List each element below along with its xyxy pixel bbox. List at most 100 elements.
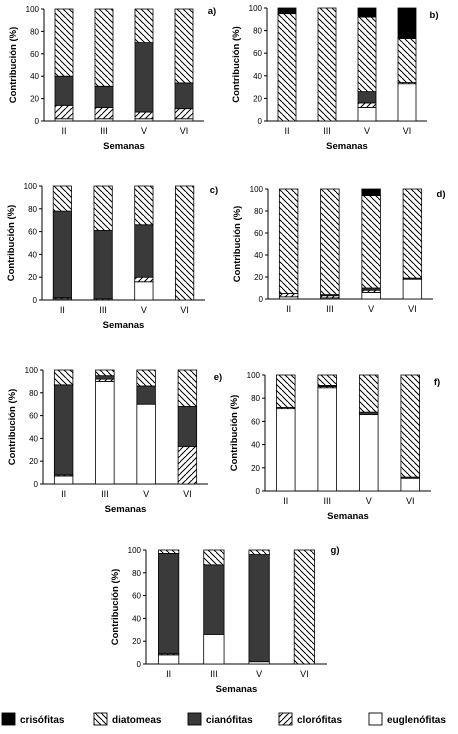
bar-segment-cianofitas (95, 375, 115, 380)
x-axis-title: Semanas (216, 684, 258, 695)
y-tick-label: 80 (251, 394, 260, 403)
x-category-label: VI (406, 496, 415, 506)
x-axis-title: Semanas (105, 504, 147, 515)
y-tick-label: 100 (128, 546, 142, 555)
y-tick-label: 0 (33, 296, 38, 305)
y-tick-label: 80 (132, 569, 141, 578)
bar-segment-cianofitas (134, 224, 154, 278)
y-tick-label: 80 (30, 27, 39, 36)
bar-segment-clorofitas (174, 108, 194, 120)
y-tick-label: 80 (253, 27, 262, 36)
y-tick-label: 20 (251, 464, 260, 473)
panel-label: d) (437, 189, 446, 200)
legend-swatch-cianofitas (187, 712, 202, 726)
x-category-label: II (166, 669, 171, 679)
bar-segment-diatomeas (53, 369, 74, 386)
panel-label: a) (208, 6, 216, 17)
x-axis-title: Semanas (327, 511, 369, 522)
x-category-label: VI (180, 126, 189, 136)
x-category-label: II (61, 489, 66, 499)
bar-segment-euglenofitas (203, 633, 225, 665)
y-tick-label: 40 (28, 250, 37, 259)
bar-segment-diatomeas (174, 8, 194, 84)
y-tick-label: 0 (34, 480, 39, 489)
bar-segment-diatomeas (357, 16, 377, 93)
legend-label: diatomeas (112, 715, 162, 726)
x-category-label: III (323, 496, 331, 506)
bar-segment-clorofitas (177, 445, 198, 485)
bar-segment-euglenofitas (276, 408, 296, 492)
y-tick-label: 60 (254, 229, 263, 238)
bar-segment-euglenofitas (95, 380, 115, 485)
bar-segment-crisofitas (397, 7, 417, 39)
bar-segment-cianofitas (93, 230, 113, 300)
y-tick-label: 100 (247, 371, 261, 380)
legend-swatch-clorofitas (278, 712, 293, 726)
y-tick-label: 40 (251, 441, 260, 450)
bar-segment-cianofitas (248, 554, 270, 663)
bar-segment-diatomeas (203, 549, 225, 566)
x-category-label: VI (180, 305, 189, 315)
panel-label: e) (214, 372, 222, 383)
bar-segment-cianofitas (357, 91, 377, 104)
y-tick-label: 0 (137, 660, 142, 669)
bar-segment-diatomeas (158, 549, 180, 554)
y-tick-label: 100 (25, 366, 39, 375)
bar-segment-cianofitas (134, 42, 154, 113)
bar-segment-diatomeas (54, 8, 74, 77)
bar-segment-euglenofitas (400, 477, 420, 492)
y-tick-label: 60 (253, 49, 262, 58)
bar-segment-diatomeas (134, 8, 154, 43)
y-tick-label: 60 (132, 592, 141, 601)
bar-segment-euglenofitas (402, 278, 423, 300)
y-tick-label: 0 (259, 295, 264, 304)
y-tick-label: 0 (258, 117, 263, 126)
legend-swatch-crisofitas (1, 712, 16, 726)
x-category-label: III (101, 489, 109, 499)
y-tick-label: 80 (254, 207, 263, 216)
bar-segment-diatomeas (277, 13, 297, 122)
bar-segment-diatomeas (278, 188, 299, 294)
legend-swatch-diatomeas (93, 712, 108, 726)
y-axis-title: Contribución (%) (110, 569, 121, 646)
x-axis-title: Semanas (103, 320, 145, 331)
x-category-label: V (141, 305, 147, 315)
legend-swatch-euglenofitas (368, 712, 383, 726)
legend: crisófitas diatomeas cianófitas clorófitas e… (1, 712, 446, 726)
x-category-label: II (283, 496, 288, 506)
y-tick-label: 100 (26, 5, 40, 14)
y-tick-label: 0 (35, 117, 40, 126)
y-tick-label: 20 (253, 94, 262, 103)
panel-label: c) (210, 185, 218, 196)
y-tick-label: 0 (256, 487, 261, 496)
x-axis-title: Semanas (326, 141, 368, 152)
bar-segment-euglenofitas (397, 83, 417, 122)
y-axis-title: Contribución (%) (6, 205, 17, 282)
y-axis-title: Contribución (%) (232, 206, 243, 283)
bar-segment-diatomeas (317, 7, 337, 122)
bar-segment-euglenofitas (158, 654, 180, 665)
x-category-label: II (61, 126, 66, 136)
bar-segment-diatomeas (134, 185, 154, 226)
bar-segment-diatomeas (136, 369, 156, 387)
x-category-label: V (368, 304, 374, 314)
y-tick-label: 20 (132, 637, 141, 646)
panel-label: g) (331, 545, 340, 556)
bar-segment-cianofitas (52, 210, 72, 299)
y-tick-label: 40 (254, 251, 263, 260)
bar-segment-cianofitas (54, 75, 74, 106)
y-tick-label: 40 (30, 72, 39, 81)
bar-segment-cianofitas (174, 82, 194, 110)
x-category-label: VI (300, 669, 309, 679)
x-category-label: V (141, 126, 147, 136)
bar-segment-diatomeas (94, 8, 114, 87)
x-category-label: V (366, 496, 372, 506)
bar-segment-clorofitas (54, 104, 74, 120)
x-category-label: II (284, 126, 289, 136)
y-axis-title: Contribución (%) (229, 395, 240, 472)
